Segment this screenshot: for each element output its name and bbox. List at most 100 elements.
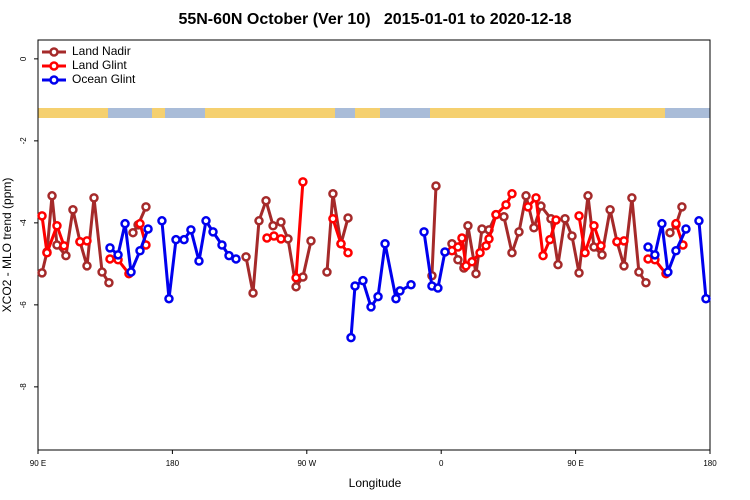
data-point: [538, 250, 548, 261]
data-point: [358, 275, 368, 286]
data-point: [254, 216, 264, 226]
data-point: [366, 302, 376, 312]
data-point: [440, 247, 450, 257]
data-point: [120, 218, 130, 229]
data-point: [560, 214, 570, 224]
data-point: [336, 239, 346, 249]
data-point: [298, 177, 308, 187]
x-tick-label: 90 E: [30, 459, 46, 468]
data-point: [551, 215, 561, 225]
data-point: [194, 256, 204, 266]
data-point: [491, 209, 501, 220]
x-axis-label: Longitude: [349, 476, 402, 490]
chart-title: 55N-60N October (Ver 10) 2015-01-01 to 2…: [178, 11, 571, 28]
data-point: [701, 293, 711, 304]
data-point: [463, 220, 473, 231]
land-strip: [205, 108, 335, 118]
data-point: [113, 250, 123, 260]
data-point: [59, 241, 69, 251]
data-point: [574, 268, 584, 278]
data-point: [681, 224, 691, 234]
data-point: [484, 234, 494, 244]
data-point: [605, 204, 615, 215]
data-point: [380, 239, 390, 249]
data-point: [523, 202, 533, 212]
data-point: [208, 227, 218, 237]
land-strip: [38, 108, 108, 118]
data-point: [231, 254, 241, 264]
data-point: [663, 267, 673, 277]
x-tick-label: 90 E: [567, 459, 583, 468]
data-point: [141, 202, 151, 212]
data-point: [61, 250, 71, 261]
data-point: [135, 218, 145, 229]
data-point: [291, 282, 301, 292]
legend-label: Land Nadir: [72, 44, 131, 58]
data-point: [97, 267, 107, 277]
data-point: [395, 286, 405, 296]
data-point: [453, 242, 463, 252]
data-point: [291, 273, 301, 283]
legend-marker: [49, 47, 59, 57]
series: [37, 177, 688, 283]
data-point: [507, 189, 517, 199]
data-point: [261, 195, 271, 206]
data-point: [164, 293, 174, 304]
y-tick-label: -4: [19, 219, 28, 227]
data-point: [391, 293, 401, 304]
legend-label: Land Glint: [72, 58, 127, 72]
data-point: [467, 257, 477, 267]
data-point: [37, 211, 47, 221]
data-point: [143, 224, 153, 234]
data-point: [322, 267, 332, 277]
land-strip: [355, 108, 380, 118]
land-strip: [430, 108, 665, 118]
data-point: [619, 236, 629, 246]
x-tick-label: 0: [439, 459, 444, 468]
data-point: [694, 216, 704, 226]
legend-marker: [49, 75, 59, 85]
data-point: [37, 268, 47, 278]
y-tick-label: -2: [19, 137, 28, 145]
data-point: [306, 236, 316, 246]
x-tick-label: 180: [166, 459, 180, 468]
data-point: [589, 220, 599, 231]
data-point: [105, 243, 115, 253]
data-point: [671, 245, 681, 256]
data-point: [406, 280, 416, 290]
data-point: [171, 234, 181, 245]
data-point: [461, 261, 471, 271]
y-tick-label: 0: [19, 56, 28, 61]
y-tick-label: -8: [19, 383, 28, 391]
data-point: [104, 277, 114, 288]
data-point: [135, 245, 145, 256]
data-point: [52, 220, 62, 231]
data-point: [350, 281, 360, 291]
data-point: [471, 268, 481, 279]
data-point: [596, 241, 606, 251]
data-point: [157, 216, 167, 226]
y-tick-label: -6: [19, 301, 28, 309]
data-point: [499, 211, 509, 222]
data-point: [419, 227, 429, 237]
data-point: [453, 255, 463, 265]
data-point: [328, 189, 338, 199]
data-point: [665, 227, 675, 238]
data-point: [643, 242, 653, 252]
data-point: [328, 214, 338, 224]
data-point: [276, 217, 286, 227]
data-point: [475, 248, 485, 258]
y-axis-label: XCO2 - MLO trend (ppm): [0, 178, 14, 313]
data-point: [68, 204, 78, 215]
x-tick-label: 90 W: [297, 459, 316, 468]
data-point: [507, 248, 517, 258]
data-point: [433, 283, 443, 293]
data-point: [567, 231, 577, 241]
data-point: [82, 236, 92, 246]
data-point: [514, 227, 524, 237]
data-point: [531, 193, 541, 203]
data-point: [241, 252, 251, 262]
data-point: [619, 261, 629, 271]
data-point: [671, 218, 681, 229]
series: [105, 216, 711, 343]
